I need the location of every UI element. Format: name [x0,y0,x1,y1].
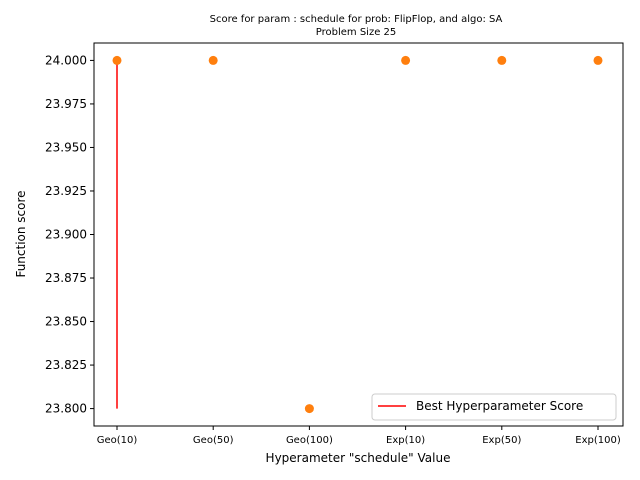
data-point [593,55,603,65]
x-axis-ticks: Geo(10) Geo(50) Geo(100) Exp(10) Exp(50) Exp(… [97,426,621,446]
legend: Best Hyperparameter Score [371,393,617,421]
x-tick-label: Exp(10) [386,435,425,446]
data-point [208,55,218,65]
y-tick-label: 23.950 [45,140,87,154]
x-tick-label: Geo(100) [286,435,333,446]
data-point [112,55,122,65]
x-tick-label: Exp(100) [575,435,621,446]
legend-box [371,393,617,421]
y-tick-label: 23.925 [45,184,87,198]
data-point [497,55,507,65]
y-tick-label: 23.825 [45,358,87,372]
y-axis-ticks: 23.800 23.825 23.850 23.875 23.900 23.925 23.9… [45,53,94,416]
y-tick-label: 23.900 [45,228,87,242]
x-tick-label: Geo(10) [97,435,138,446]
y-tick-label: 23.875 [45,271,87,285]
chart-title: Score for param : schedule for prob: Fli… [210,14,503,25]
x-tick-label: Geo(50) [193,435,234,446]
data-point [304,404,314,414]
data-points [112,55,603,414]
y-tick-label: 24.000 [45,53,87,67]
chart-subtitle: Problem Size 25 [316,27,397,38]
y-axis-label: Function score [14,190,28,277]
y-tick-label: 23.850 [45,315,87,329]
y-tick-label: 23.975 [45,97,87,111]
y-tick-label: 23.800 [45,402,87,416]
x-tick-label: Exp(50) [482,435,521,446]
legend-label: Best Hyperparameter Score [416,399,583,413]
data-point [401,55,411,65]
x-axis-label: Hyperameter "schedule" Value [266,451,451,465]
plot-frame [93,42,624,427]
